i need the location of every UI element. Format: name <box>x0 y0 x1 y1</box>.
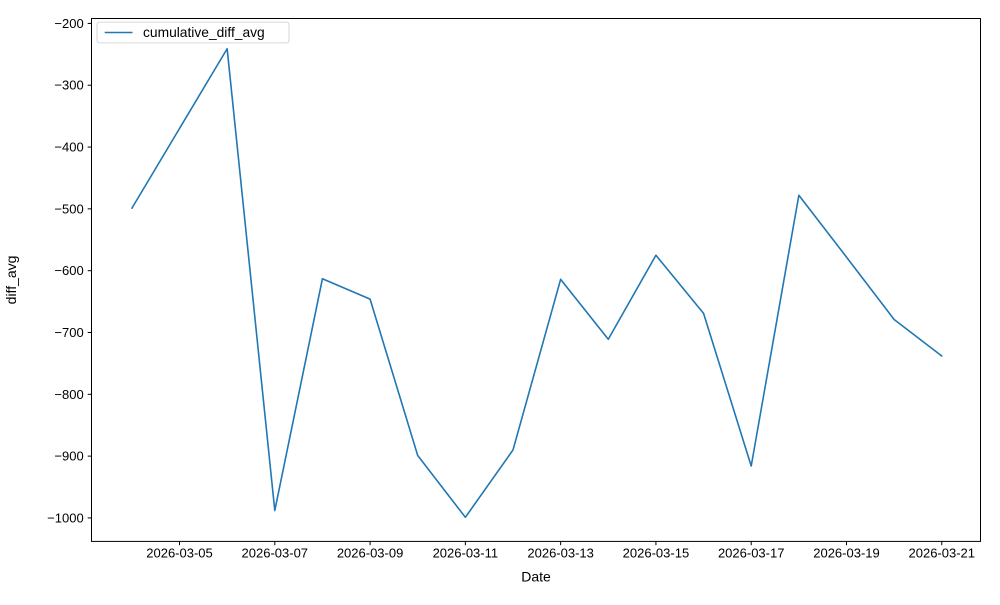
svg-text:−900: −900 <box>54 449 83 464</box>
svg-text:−400: −400 <box>54 140 83 155</box>
svg-text:2026-03-13: 2026-03-13 <box>527 546 594 561</box>
svg-text:diff_avg: diff_avg <box>3 256 19 305</box>
svg-text:2026-03-17: 2026-03-17 <box>718 546 785 561</box>
svg-text:−300: −300 <box>54 78 83 93</box>
svg-text:−200: −200 <box>54 16 83 31</box>
svg-text:2026-03-11: 2026-03-11 <box>433 546 499 561</box>
svg-text:−600: −600 <box>54 263 83 278</box>
svg-text:2026-03-07: 2026-03-07 <box>242 546 309 561</box>
svg-text:cumulative_diff_avg: cumulative_diff_avg <box>143 25 265 40</box>
svg-text:−500: −500 <box>54 201 83 216</box>
svg-text:−1000: −1000 <box>47 510 84 525</box>
svg-text:2026-03-21: 2026-03-21 <box>909 546 976 561</box>
svg-text:−700: −700 <box>54 325 83 340</box>
svg-text:2026-03-15: 2026-03-15 <box>623 546 690 561</box>
svg-text:−800: −800 <box>54 387 83 402</box>
svg-text:2026-03-09: 2026-03-09 <box>337 546 404 561</box>
svg-text:2026-03-19: 2026-03-19 <box>813 546 880 561</box>
svg-text:2026-03-05: 2026-03-05 <box>146 546 213 561</box>
svg-text:Date: Date <box>521 569 551 585</box>
